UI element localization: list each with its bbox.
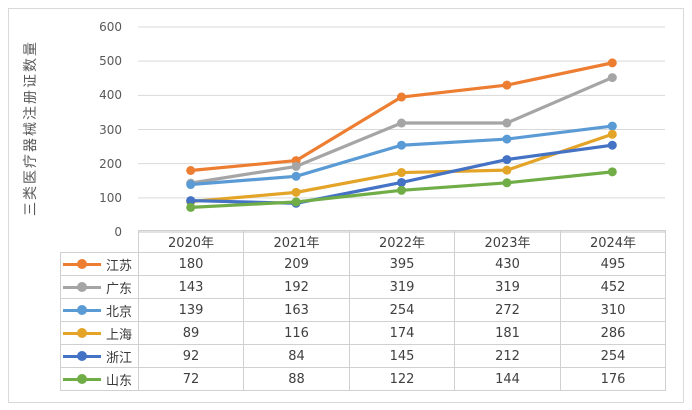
- data-point-marker: [502, 155, 512, 165]
- series-name-label: 北京: [106, 304, 133, 320]
- data-point-marker: [502, 134, 512, 144]
- value-cell: 88: [243, 367, 350, 391]
- data-point-marker: [397, 118, 406, 128]
- value-cell: 174: [349, 321, 455, 345]
- data-point-marker: [502, 165, 512, 175]
- value-cell: 209: [243, 252, 350, 276]
- data-point-marker: [186, 166, 196, 175]
- value-cell: 163: [243, 298, 350, 322]
- data-point-marker: [397, 92, 406, 102]
- data-point-marker: [607, 58, 617, 68]
- data-point-marker: [502, 80, 512, 90]
- value-cell: 319: [349, 275, 455, 299]
- year-header-cell: 2024年: [560, 230, 666, 253]
- data-point-marker: [186, 202, 196, 212]
- series-marker-icon: [63, 351, 101, 362]
- series-marker-icon: [63, 374, 101, 385]
- value-cell: 452: [560, 275, 666, 299]
- value-cell: 139: [138, 298, 244, 322]
- value-cell: 92: [138, 344, 244, 368]
- legend-key-cell: 北京: [60, 298, 139, 322]
- value-cell: 144: [454, 367, 561, 391]
- series-marker-icon: [63, 305, 101, 316]
- y-tick-label: 500: [99, 54, 122, 69]
- data-point-marker: [291, 197, 301, 207]
- legend-key-cell: 上海: [60, 321, 139, 345]
- table-row: 北京 139 163 254 272 310: [60, 298, 666, 322]
- table-row: 广东 143 192 319 319 452: [60, 275, 666, 299]
- table-row: 山东 72 88 122 144 176: [60, 367, 666, 391]
- data-point-marker: [607, 140, 617, 150]
- data-point-marker: [607, 73, 617, 83]
- value-cell: 89: [138, 321, 244, 345]
- data-point-marker: [186, 196, 196, 206]
- value-cell: 122: [349, 367, 455, 391]
- legend-key-cell: 广东: [60, 275, 139, 299]
- y-tick-label: 400: [99, 88, 122, 103]
- series-name-label: 浙江: [106, 350, 133, 366]
- value-cell: 176: [560, 367, 666, 391]
- year-header-cell: 2023年: [454, 230, 561, 253]
- data-point-marker: [502, 178, 512, 188]
- data-point-marker: [607, 121, 617, 131]
- data-point-marker: [291, 187, 301, 197]
- series-marker-icon: [63, 259, 101, 270]
- value-cell: 395: [349, 252, 455, 276]
- value-cell: 254: [560, 344, 666, 368]
- series-marker-icon: [63, 282, 101, 293]
- value-cell: 254: [349, 298, 455, 322]
- year-header-cell: 2020年: [138, 230, 244, 253]
- data-point-marker: [397, 140, 406, 150]
- value-cell: 145: [349, 344, 455, 368]
- data-point-marker: [607, 167, 617, 177]
- data-point-marker: [291, 161, 301, 171]
- data-point-marker: [397, 177, 406, 187]
- series-name-label: 山东: [106, 373, 133, 389]
- value-cell: 116: [243, 321, 350, 345]
- table-corner-cell: [61, 231, 139, 253]
- value-cell: 286: [560, 321, 666, 345]
- series-name-label: 广东: [106, 281, 133, 297]
- table-row: 江苏 180 209 395 430 495: [60, 252, 666, 276]
- value-cell: 212: [454, 344, 561, 368]
- data-point-marker: [397, 185, 406, 195]
- legend-key-cell: 江苏: [60, 252, 139, 276]
- series-name-label: 上海: [106, 327, 133, 343]
- table-row: 上海 89 116 174 181 286: [60, 321, 666, 345]
- value-cell: 319: [454, 275, 561, 299]
- table-row: 浙江 92 84 145 212 254: [60, 344, 666, 368]
- data-table: 2020年 2021年 2022年 2023年 2024年江苏 180 209 395 430 4…: [60, 230, 666, 391]
- series-name-label: 江苏: [106, 258, 133, 274]
- data-point-marker: [607, 129, 617, 139]
- value-cell: 181: [454, 321, 561, 345]
- y-tick-label: 100: [99, 190, 122, 205]
- year-header-cell: 2022年: [349, 230, 455, 253]
- legend-key-cell: 山东: [60, 367, 139, 391]
- value-cell: 192: [243, 275, 350, 299]
- value-cell: 495: [560, 252, 666, 276]
- data-point-marker: [502, 118, 512, 128]
- y-tick-label: 300: [99, 122, 122, 137]
- year-header-cell: 2021年: [243, 230, 350, 253]
- data-point-marker: [291, 171, 301, 181]
- value-cell: 430: [454, 252, 561, 276]
- y-tick-label: 0: [114, 225, 122, 239]
- y-tick-label: 600: [99, 20, 122, 34]
- value-cell: 272: [454, 298, 561, 322]
- value-cell: 143: [138, 275, 244, 299]
- data-point-marker: [397, 168, 406, 178]
- data-point-marker: [186, 180, 196, 190]
- value-cell: 310: [560, 298, 666, 322]
- value-cell: 84: [243, 344, 350, 368]
- legend-key-cell: 浙江: [60, 344, 139, 368]
- value-cell: 180: [138, 252, 244, 276]
- y-tick-label: 200: [99, 156, 122, 171]
- value-cell: 72: [138, 367, 244, 391]
- series-marker-icon: [63, 328, 101, 339]
